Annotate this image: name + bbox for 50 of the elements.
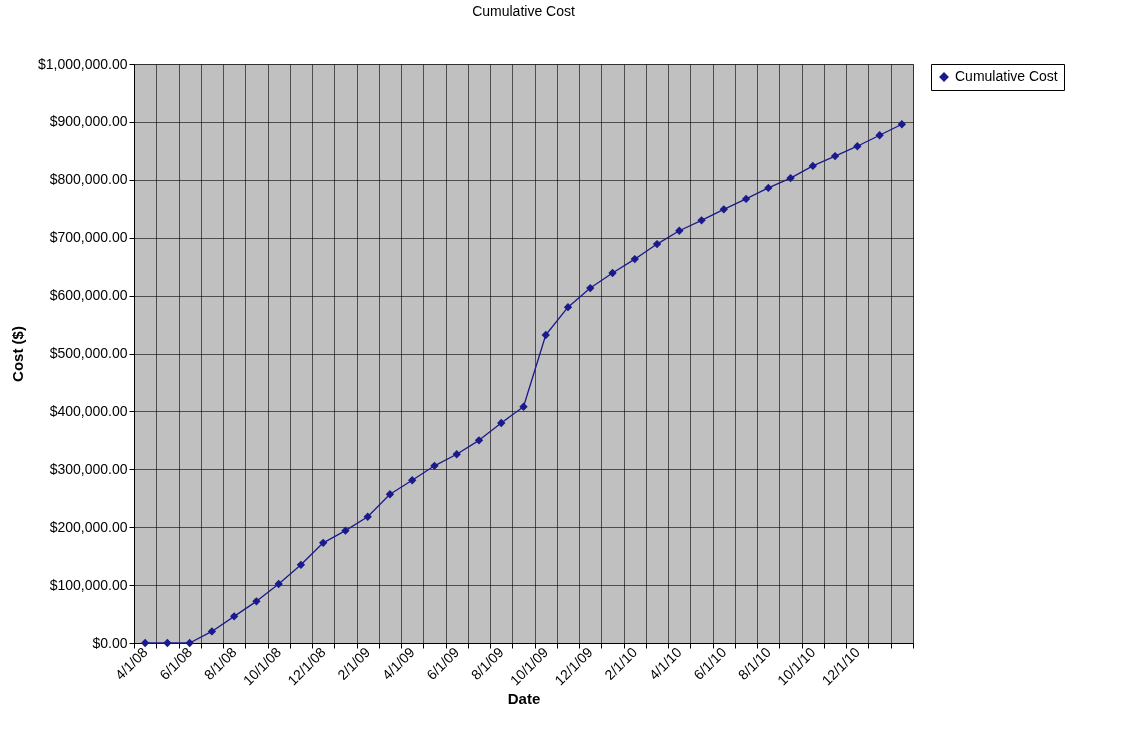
point — [385, 490, 395, 499]
point — [274, 579, 283, 589]
y-tick-label: $800,000.00 — [49, 171, 128, 188]
point — [163, 638, 172, 648]
point — [741, 194, 751, 204]
y-tick-label: $100,000.00 — [49, 576, 128, 593]
point — [697, 216, 706, 225]
point — [630, 254, 639, 264]
chart-title: Cumulative Cost — [472, 3, 575, 19]
point — [897, 120, 907, 129]
point — [408, 476, 417, 485]
point — [252, 597, 261, 606]
y-tick-label: $500,000.00 — [49, 345, 128, 361]
point — [430, 461, 439, 471]
point — [341, 526, 350, 535]
point — [319, 538, 328, 548]
point — [140, 638, 150, 648]
point — [675, 226, 684, 235]
point — [363, 512, 372, 521]
point — [185, 638, 194, 648]
y-tick-label: $900,000.00 — [49, 113, 128, 130]
point — [586, 283, 595, 293]
point — [497, 418, 506, 428]
point — [652, 239, 662, 249]
y-tick-label: $0.00 — [92, 634, 128, 651]
y-tick-label: $200,000.00 — [49, 518, 128, 535]
y-tick-label: $400,000.00 — [49, 402, 128, 419]
point — [541, 330, 550, 340]
point — [229, 612, 239, 621]
y-tick-label: $1,000,000.00 — [37, 55, 128, 72]
y-tick-label: $600,000.00 — [49, 287, 128, 304]
point — [207, 627, 217, 636]
y-axis-title: Cost ($) — [8, 326, 26, 382]
point — [452, 450, 461, 459]
point — [608, 268, 617, 278]
x-axis-title: Date — [507, 690, 541, 708]
point — [853, 142, 862, 151]
point — [474, 436, 484, 445]
point — [875, 131, 884, 140]
point — [764, 183, 773, 193]
point — [563, 303, 573, 312]
point — [519, 402, 528, 411]
point — [808, 161, 818, 171]
point — [296, 560, 306, 570]
point — [830, 151, 840, 161]
point — [786, 173, 795, 183]
point — [719, 205, 728, 214]
y-tick-label: $700,000.00 — [49, 229, 128, 246]
legend-label: Cumulative Cost — [955, 68, 1058, 84]
y-tick-label: $300,000.00 — [49, 460, 128, 477]
